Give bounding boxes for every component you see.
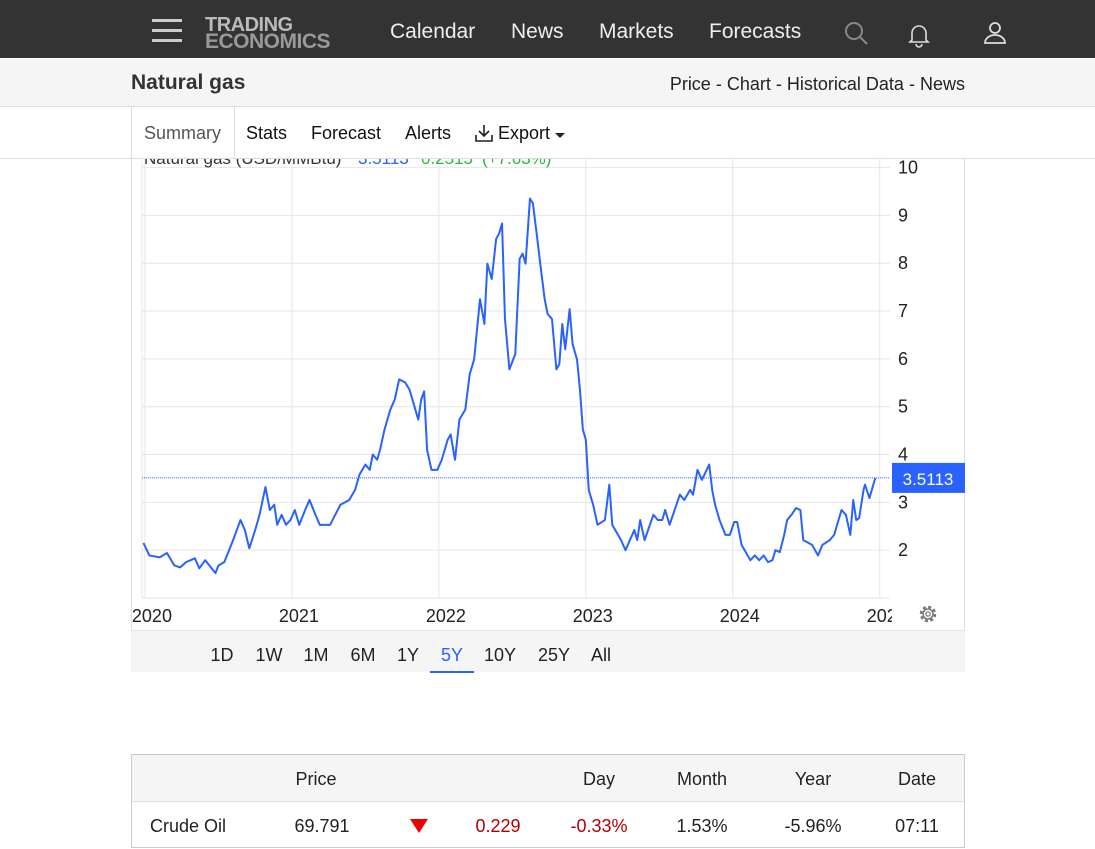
top-bar: TRADING ECONOMICS Calendar News Markets … (0, 0, 1095, 58)
x-tick-label: 2021 (279, 606, 319, 626)
nav-link[interactable]: Forecasts (709, 20, 802, 43)
range-button[interactable]: 5Y (430, 645, 474, 673)
search-icon[interactable] (843, 20, 869, 46)
table-header: Price Day Month Year Date (132, 755, 964, 802)
y-tick-label: 10 (898, 158, 918, 178)
date: 07:11 (895, 816, 939, 836)
separator: - (908, 74, 915, 94)
section-links: Price - Chart - Historical Data - News (670, 74, 965, 95)
section-link[interactable]: Chart (726, 74, 771, 94)
column-header: Year (794, 769, 832, 789)
tab[interactable]: Forecast (311, 123, 382, 143)
column-header: Price (295, 769, 337, 789)
quotes-table: Price Day Month Year Date Crude Oil 69.7… (131, 754, 965, 848)
range-button[interactable]: 25Y (537, 645, 571, 665)
price: 69.791 (294, 816, 350, 836)
range-button[interactable]: 1Y (396, 645, 420, 665)
instrument-name[interactable]: Crude Oil (150, 816, 227, 836)
nav-link[interactable]: News (511, 20, 564, 43)
grid (142, 158, 890, 598)
range-button[interactable]: 1M (303, 645, 329, 665)
x-tick-label: 2024 (720, 606, 760, 626)
tab-bar: Summary Stats Forecast Alerts Export (0, 107, 1095, 159)
tab[interactable]: Summary (144, 123, 222, 143)
download-icon[interactable] (474, 123, 494, 143)
y-tick-label: 7 (898, 301, 908, 321)
x-axis: 2020 2021 2022 2023 2024 2025 (132, 606, 907, 626)
y-tick-label: 5 (898, 397, 908, 417)
range-button[interactable]: All (590, 645, 611, 665)
column-header: Date (897, 769, 937, 789)
user-icon[interactable] (982, 20, 1008, 46)
x-tick-label: 2025 (867, 606, 907, 626)
active-tab-box (131, 107, 235, 158)
table-row: Crude Oil 69.791 0.229 -0.33% 1.53% -5.9… (132, 802, 964, 847)
settings-icon[interactable] (919, 605, 937, 623)
x-tick-label: 2023 (573, 606, 613, 626)
day-change: -0.33% (570, 816, 628, 836)
x-tick-label: 2022 (426, 606, 466, 626)
y-tick-label: 2 (898, 540, 908, 560)
range-button[interactable]: 1D (210, 645, 234, 665)
tab[interactable]: Export (498, 123, 551, 143)
y-tick-label: 8 (898, 253, 908, 273)
legend-name: Natural gas (USD/MMBtu) (144, 158, 341, 168)
price-line (142, 197, 877, 575)
menu-icon[interactable] (150, 17, 184, 45)
nav-link[interactable]: Calendar (390, 20, 476, 43)
change: 0.229 (475, 816, 521, 836)
month-change: 1.53% (676, 816, 728, 836)
logo[interactable]: ECONOMICS (205, 30, 331, 53)
range-button[interactable]: 10Y (483, 645, 517, 665)
last-price-box (892, 462, 965, 493)
chart: 2020 2021 2022 2023 2024 2025 2 3 4 5 6 7 8 9 10 3.511… (132, 158, 965, 626)
nav-link[interactable]: Markets (599, 20, 674, 43)
separator: - (775, 74, 782, 94)
range-button[interactable]: 1W (255, 645, 283, 665)
legend-value: 3.5113 (358, 158, 409, 168)
y-tick-label: 9 (898, 205, 908, 225)
separator: - (715, 74, 722, 94)
tab[interactable]: Alerts (405, 123, 452, 143)
tab[interactable]: Stats (246, 123, 288, 143)
legend-change-pct: (+7.63%) (482, 158, 551, 168)
column-header: Month (676, 769, 728, 789)
x-tick-label: 2020 (132, 606, 172, 626)
section-link[interactable]: Historical Data (786, 74, 904, 94)
range-button[interactable]: 6M (350, 645, 376, 665)
y-tick-label: 3 (898, 492, 908, 512)
caret-icon[interactable] (554, 132, 566, 140)
logo[interactable]: TRADING (205, 14, 293, 36)
bell-icon[interactable] (906, 22, 932, 48)
last-price-label: 3.5113 (903, 470, 954, 489)
y-tick-label: 6 (898, 349, 908, 369)
section-link[interactable]: News (919, 74, 965, 94)
section-link[interactable]: Price (669, 74, 711, 94)
legend-change: 0.2515 (421, 158, 473, 168)
y-tick-label: 4 (898, 445, 908, 465)
page-title: Natural gas (131, 71, 246, 94)
range-bar: 1D 1W 1M 6M 1Y 5Y 10Y 25Y All (131, 630, 965, 673)
down-arrow (410, 819, 428, 833)
column-header: Day (582, 769, 616, 789)
year-change: -5.96% (784, 816, 842, 836)
sub-header: Natural gas Price - Chart - Historical D… (0, 59, 1095, 107)
